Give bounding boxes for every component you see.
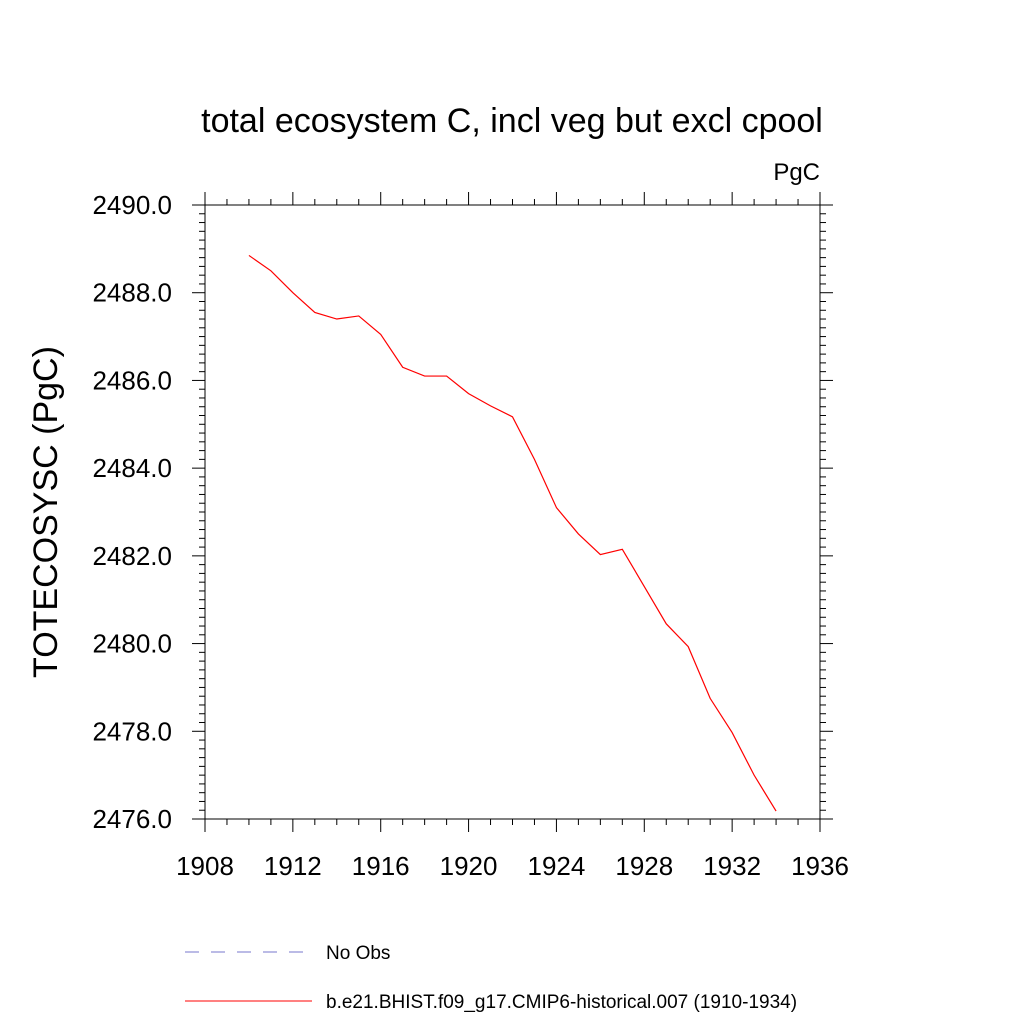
y-axis-label: TOTECOSYSC (PgC): [27, 346, 65, 678]
y-tick-label: 2490.0: [92, 190, 172, 220]
y-tick-label: 2482.0: [92, 541, 172, 571]
legend-label-0: No Obs: [326, 943, 390, 964]
x-axis-ticks: 1908 1912 1916 1920 1924 1928 1932 1936: [176, 192, 849, 881]
y-tick-label: 2486.0: [92, 365, 172, 395]
legend-label-1: b.e21.BHIST.f09_g17.CMIP6-historical.007…: [326, 992, 797, 1013]
y-tick-label: 2480.0: [92, 629, 172, 659]
x-tick-label: 1916: [352, 851, 410, 881]
units-label: PgC: [773, 159, 820, 186]
legend: No Obs b.e21.BHIST.f09_g17.CMIP6-historic…: [185, 943, 797, 1013]
x-tick-label: 1936: [791, 851, 849, 881]
x-tick-label: 1920: [440, 851, 498, 881]
y-tick-label: 2484.0: [92, 453, 172, 483]
y-axis-ticks: 2476.0 2478.0 2480.0 2482.0 2484.0 2486.0 2488…: [92, 190, 833, 834]
series-line-1: [248, 254, 777, 812]
y-tick-label: 2478.0: [92, 716, 172, 746]
x-tick-label: 1924: [528, 851, 586, 881]
y-tick-label: 2476.0: [92, 804, 172, 834]
x-tick-label: 1928: [615, 851, 673, 881]
x-tick-label: 1932: [703, 851, 761, 881]
x-tick-label: 1912: [264, 851, 322, 881]
chart-title: total ecosystem C, incl veg but excl cpo…: [201, 102, 823, 140]
x-tick-label: 1908: [176, 851, 234, 881]
y-tick-label: 2488.0: [92, 278, 172, 308]
series-layer: [248, 254, 777, 812]
